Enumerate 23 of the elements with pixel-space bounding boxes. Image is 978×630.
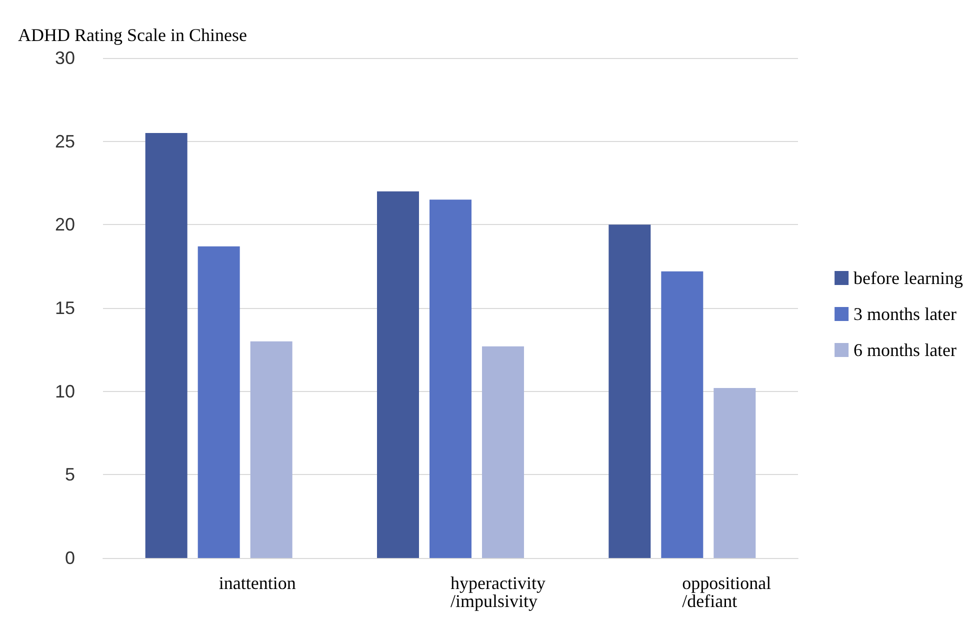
x-tick-label: inattention: [218, 573, 296, 593]
bar: [608, 224, 651, 558]
bar: [430, 200, 472, 558]
bar: [377, 191, 419, 558]
legend-label: before learning: [854, 268, 964, 288]
y-tick-label: 30: [54, 48, 75, 68]
bar: [714, 388, 756, 558]
y-tick-label: 5: [64, 464, 75, 485]
bar: [145, 133, 188, 558]
legend-label: 6 months later: [854, 340, 957, 360]
y-tick-label: 25: [54, 131, 75, 152]
bar: [661, 271, 704, 558]
y-tick-label: 10: [54, 381, 75, 402]
y-tick-label: 0: [64, 548, 75, 568]
bar: [482, 346, 524, 558]
legend-label: 3 months later: [854, 304, 957, 324]
bar: [198, 246, 240, 558]
x-tick-label: hyperactivity /impulsivity: [450, 573, 546, 611]
x-tick-label: oppositional /defiant: [682, 573, 772, 611]
y-tick-label: 15: [54, 298, 75, 318]
y-axis-title: ADHD Rating Scale in Chinese: [18, 25, 247, 45]
y-tick-label: 20: [54, 214, 75, 235]
bar: [250, 341, 292, 558]
